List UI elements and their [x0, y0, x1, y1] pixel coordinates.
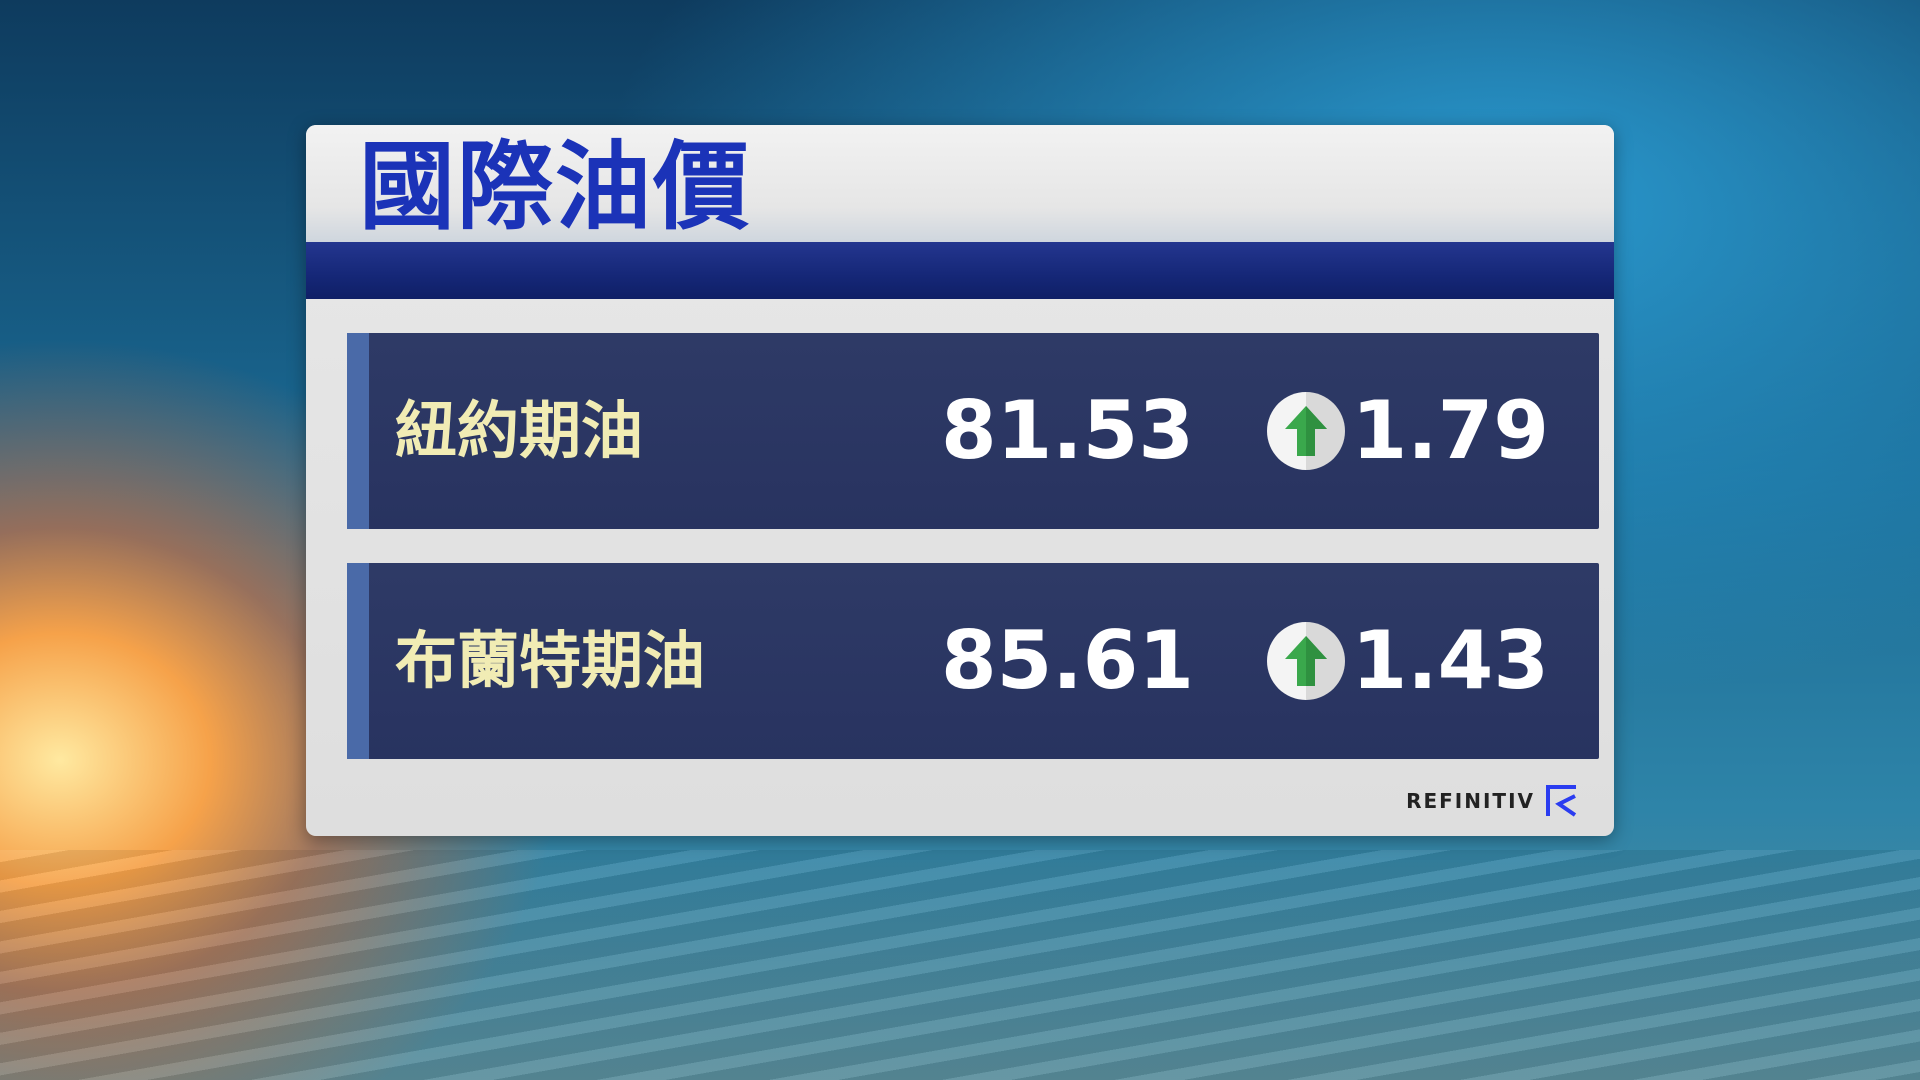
title-band: 國際油價 [306, 125, 1614, 242]
page-title: 國際油價 [359, 131, 751, 243]
row-change: 1.43 [1351, 614, 1549, 707]
row-label: 布蘭特期油 [395, 624, 706, 697]
row-price: 85.61 [940, 614, 1194, 707]
oil-price-panel: 國際油價 紐約期油 81.53 1.79 布蘭特期油 85.61 1.43 RE… [306, 125, 1614, 836]
refinitiv-logo-icon [1546, 785, 1577, 817]
source-logo: REFINITIV [1406, 784, 1579, 818]
background-floor [0, 850, 1920, 1080]
up-arrow-icon [1267, 622, 1345, 700]
up-arrow-icon [1267, 392, 1345, 470]
source-text: REFINITIV [1406, 789, 1535, 813]
row-label: 紐約期油 [395, 394, 644, 467]
title-underline-bar [306, 242, 1614, 299]
price-row-wti: 紐約期油 81.53 1.79 [347, 333, 1599, 529]
row-price: 81.53 [940, 384, 1194, 477]
row-change: 1.79 [1351, 384, 1549, 477]
price-row-brent: 布蘭特期油 85.61 1.43 [347, 563, 1599, 759]
